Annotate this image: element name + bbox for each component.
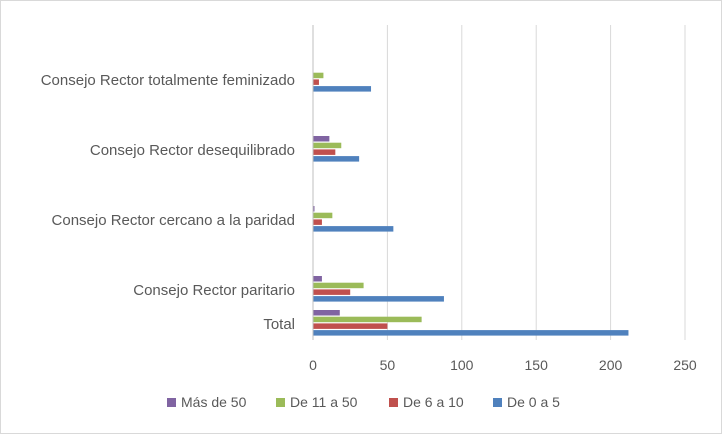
- category-label-3: Consejo Rector cercano a la paridad: [52, 212, 295, 229]
- category-label-5: Total: [263, 316, 295, 333]
- tick-label-250: 250: [673, 357, 697, 373]
- category-label-1: Consejo Rector totalmente feminizado: [41, 72, 295, 89]
- legend-label-4: De 0 a 5: [507, 394, 560, 410]
- legend-swatch-2: [276, 398, 285, 407]
- tick-label-200: 200: [599, 357, 623, 373]
- tick-label-100: 100: [450, 357, 474, 373]
- category-label-2: Consejo Rector desequilibrado: [90, 142, 295, 159]
- legend-label-2: De 11 a 50: [290, 394, 358, 410]
- tick-label-150: 150: [525, 357, 549, 373]
- legend-swatch-3: [389, 398, 398, 407]
- bar-4-1: [313, 276, 322, 282]
- tick-label-0: 0: [309, 357, 317, 373]
- bar-3-4: [313, 226, 394, 232]
- bar-2-2: [313, 142, 342, 149]
- bar-5-4: [313, 330, 629, 336]
- legend-label-3: De 6 a 10: [403, 394, 464, 410]
- bar-5-3: [313, 323, 388, 329]
- bar-4-4: [313, 296, 444, 302]
- tick-label-50: 50: [380, 357, 396, 373]
- bar-3-2: [313, 212, 333, 219]
- legend-swatch-1: [167, 398, 176, 407]
- gridlines: [386, 25, 686, 340]
- legend: Más de 50 De 11 a 50 De 6 a 10 De 0 a 5: [167, 394, 560, 410]
- bar-4-2: [313, 282, 364, 289]
- bar-5-1: [313, 310, 340, 316]
- bar-5-2: [313, 316, 422, 323]
- bar-1-2: [313, 72, 324, 79]
- bar-2-1: [313, 136, 330, 142]
- bar-3-3: [313, 219, 322, 225]
- category-labels: Consejo Rector totalmente feminizado Cons…: [41, 72, 295, 333]
- legend-label-1: Más de 50: [181, 394, 247, 410]
- legend-swatch-4: [493, 398, 502, 407]
- bar-1-4: [313, 86, 372, 92]
- tick-labels: 0 50 100 150 200 250: [309, 357, 697, 373]
- bar-2-3: [313, 149, 336, 155]
- bar-3-1: [313, 206, 315, 212]
- bars: [313, 72, 629, 336]
- bar-4-3: [313, 289, 351, 295]
- bar-1-3: [313, 79, 319, 85]
- bar-2-4: [313, 156, 360, 162]
- category-label-4: Consejo Rector paritario: [133, 282, 295, 299]
